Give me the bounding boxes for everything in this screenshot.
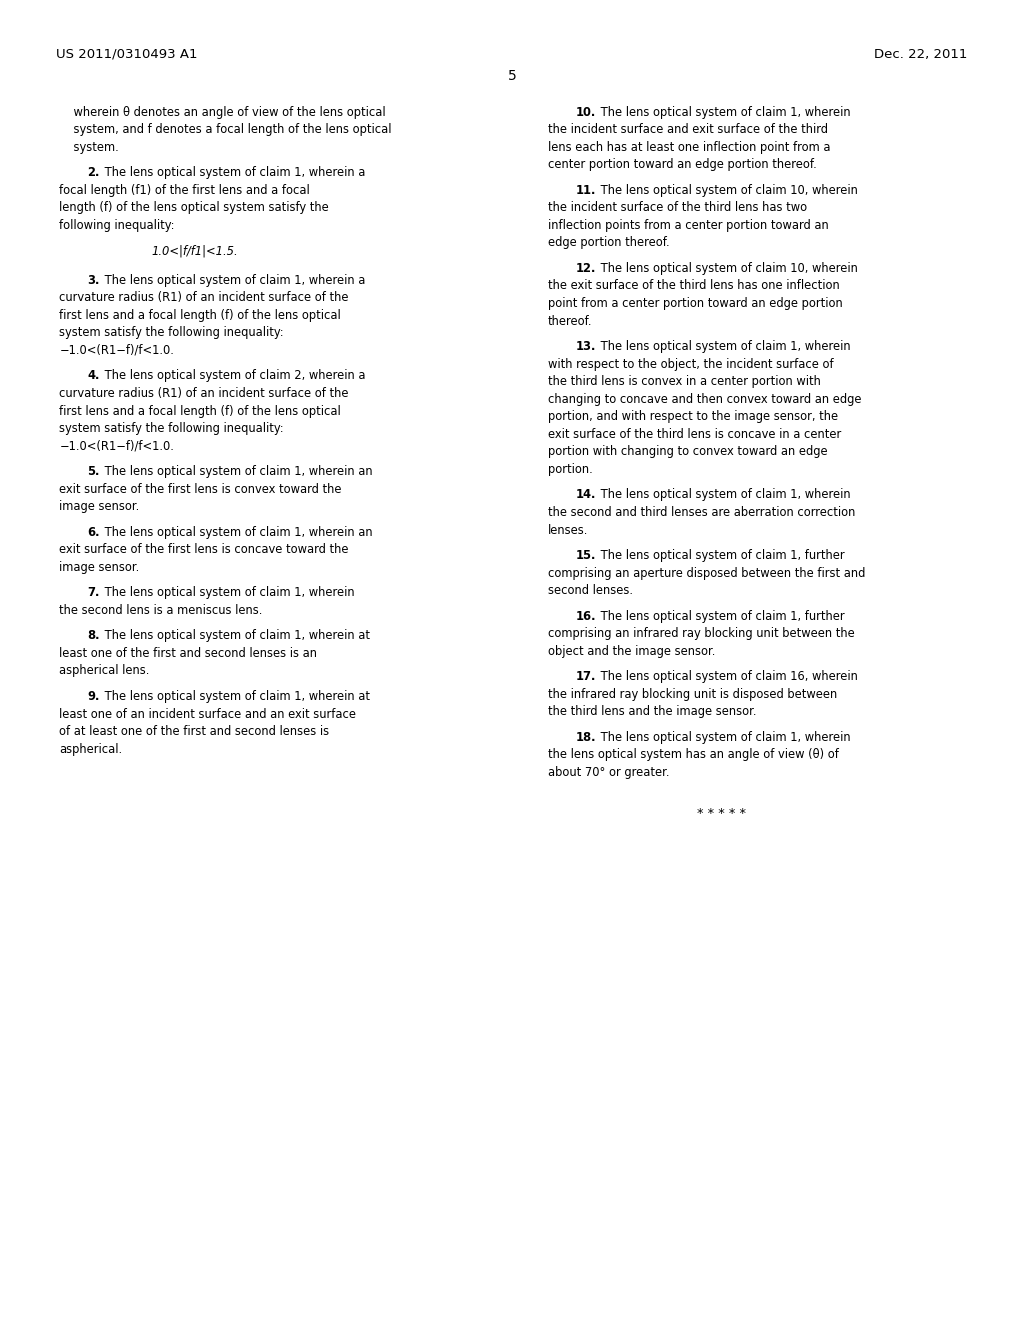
Text: aspherical lens.: aspherical lens. [59,664,150,677]
Text: 14.: 14. [575,488,596,502]
Text: 2.: 2. [87,166,99,180]
Text: image sensor.: image sensor. [59,500,139,513]
Text: first lens and a focal length (f) of the lens optical: first lens and a focal length (f) of the… [59,404,341,417]
Text: The lens optical system of claim 1, wherein: The lens optical system of claim 1, wher… [597,488,850,502]
Text: system.: system. [59,141,119,153]
Text: the third lens is convex in a center portion with: the third lens is convex in a center por… [548,375,820,388]
Text: exit surface of the first lens is concave toward the: exit surface of the first lens is concav… [59,544,349,556]
Text: The lens optical system of claim 1, further: The lens optical system of claim 1, furt… [597,549,844,562]
Text: 13.: 13. [575,341,596,352]
Text: aspherical.: aspherical. [59,743,123,755]
Text: edge portion thereof.: edge portion thereof. [548,236,670,249]
Text: 16.: 16. [575,610,596,623]
Text: object and the image sensor.: object and the image sensor. [548,644,715,657]
Text: * * * * *: * * * * * [696,807,745,820]
Text: the lens optical system has an angle of view (θ) of: the lens optical system has an angle of … [548,748,839,762]
Text: curvature radius (R1) of an incident surface of the: curvature radius (R1) of an incident sur… [59,387,349,400]
Text: exit surface of the third lens is concave in a center: exit surface of the third lens is concav… [548,428,841,441]
Text: 4.: 4. [87,370,99,383]
Text: inflection points from a center portion toward an: inflection points from a center portion … [548,219,828,232]
Text: 8.: 8. [87,630,99,643]
Text: The lens optical system of claim 16, wherein: The lens optical system of claim 16, whe… [597,671,857,684]
Text: the incident surface and exit surface of the third: the incident surface and exit surface of… [548,123,827,136]
Text: The lens optical system of claim 10, wherein: The lens optical system of claim 10, whe… [597,183,857,197]
Text: focal length (f1) of the first lens and a focal: focal length (f1) of the first lens and … [59,183,310,197]
Text: 12.: 12. [575,261,596,275]
Text: −1.0<(R1−f)/f<1.0.: −1.0<(R1−f)/f<1.0. [59,440,174,453]
Text: image sensor.: image sensor. [59,561,139,574]
Text: curvature radius (R1) of an incident surface of the: curvature radius (R1) of an incident sur… [59,292,349,305]
Text: −1.0<(R1−f)/f<1.0.: −1.0<(R1−f)/f<1.0. [59,345,174,356]
Text: Dec. 22, 2011: Dec. 22, 2011 [874,48,968,61]
Text: of at least one of the first and second lenses is: of at least one of the first and second … [59,725,330,738]
Text: 6.: 6. [87,525,99,539]
Text: second lenses.: second lenses. [548,583,633,597]
Text: the incident surface of the third lens has two: the incident surface of the third lens h… [548,201,807,214]
Text: point from a center portion toward an edge portion: point from a center portion toward an ed… [548,297,843,310]
Text: the second and third lenses are aberration correction: the second and third lenses are aberrati… [548,506,855,519]
Text: first lens and a focal length (f) of the lens optical: first lens and a focal length (f) of the… [59,309,341,322]
Text: 18.: 18. [575,731,596,743]
Text: system, and f denotes a focal length of the lens optical: system, and f denotes a focal length of … [59,123,392,136]
Text: portion.: portion. [548,463,593,477]
Text: exit surface of the first lens is convex toward the: exit surface of the first lens is convex… [59,483,342,496]
Text: The lens optical system of claim 1, wherein: The lens optical system of claim 1, wher… [597,731,850,743]
Text: The lens optical system of claim 2, wherein a: The lens optical system of claim 2, wher… [101,370,366,383]
Text: wherein θ denotes an angle of view of the lens optical: wherein θ denotes an angle of view of th… [59,106,386,119]
Text: portion, and with respect to the image sensor, the: portion, and with respect to the image s… [548,411,838,424]
Text: the third lens and the image sensor.: the third lens and the image sensor. [548,705,757,718]
Text: The lens optical system of claim 1, wherein at: The lens optical system of claim 1, wher… [101,690,370,704]
Text: comprising an infrared ray blocking unit between the: comprising an infrared ray blocking unit… [548,627,855,640]
Text: about 70° or greater.: about 70° or greater. [548,766,670,779]
Text: 7.: 7. [87,586,99,599]
Text: The lens optical system of claim 10, wherein: The lens optical system of claim 10, whe… [597,261,857,275]
Text: 9.: 9. [87,690,99,704]
Text: with respect to the object, the incident surface of: with respect to the object, the incident… [548,358,834,371]
Text: 11.: 11. [575,183,596,197]
Text: The lens optical system of claim 1, wherein: The lens optical system of claim 1, wher… [101,586,354,599]
Text: the infrared ray blocking unit is disposed between: the infrared ray blocking unit is dispos… [548,688,837,701]
Text: 17.: 17. [575,671,596,684]
Text: 15.: 15. [575,549,596,562]
Text: The lens optical system of claim 1, wherein: The lens optical system of claim 1, wher… [597,341,850,352]
Text: The lens optical system of claim 1, wherein an: The lens optical system of claim 1, wher… [101,525,373,539]
Text: the second lens is a meniscus lens.: the second lens is a meniscus lens. [59,603,263,616]
Text: 3.: 3. [87,273,99,286]
Text: least one of an incident surface and an exit surface: least one of an incident surface and an … [59,708,356,721]
Text: The lens optical system of claim 1, wherein a: The lens optical system of claim 1, wher… [101,166,366,180]
Text: center portion toward an edge portion thereof.: center portion toward an edge portion th… [548,158,816,172]
Text: 10.: 10. [575,106,596,119]
Text: system satisfy the following inequality:: system satisfy the following inequality: [59,326,284,339]
Text: length (f) of the lens optical system satisfy the: length (f) of the lens optical system sa… [59,201,329,214]
Text: thereof.: thereof. [548,314,592,327]
Text: The lens optical system of claim 1, wherein: The lens optical system of claim 1, wher… [597,106,850,119]
Text: system satisfy the following inequality:: system satisfy the following inequality: [59,422,284,436]
Text: following inequality:: following inequality: [59,219,175,232]
Text: lenses.: lenses. [548,524,588,536]
Text: portion with changing to convex toward an edge: portion with changing to convex toward a… [548,445,827,458]
Text: 5: 5 [508,69,516,83]
Text: The lens optical system of claim 1, wherein a: The lens optical system of claim 1, wher… [101,273,366,286]
Text: The lens optical system of claim 1, further: The lens optical system of claim 1, furt… [597,610,844,623]
Text: 1.0<|f/f1|<1.5.: 1.0<|f/f1|<1.5. [152,244,239,257]
Text: changing to concave and then convex toward an edge: changing to concave and then convex towa… [548,392,861,405]
Text: comprising an aperture disposed between the first and: comprising an aperture disposed between … [548,566,865,579]
Text: The lens optical system of claim 1, wherein at: The lens optical system of claim 1, wher… [101,630,370,643]
Text: lens each has at least one inflection point from a: lens each has at least one inflection po… [548,141,830,153]
Text: 5.: 5. [87,465,99,478]
Text: the exit surface of the third lens has one inflection: the exit surface of the third lens has o… [548,280,840,293]
Text: The lens optical system of claim 1, wherein an: The lens optical system of claim 1, wher… [101,465,373,478]
Text: US 2011/0310493 A1: US 2011/0310493 A1 [56,48,198,61]
Text: least one of the first and second lenses is an: least one of the first and second lenses… [59,647,317,660]
